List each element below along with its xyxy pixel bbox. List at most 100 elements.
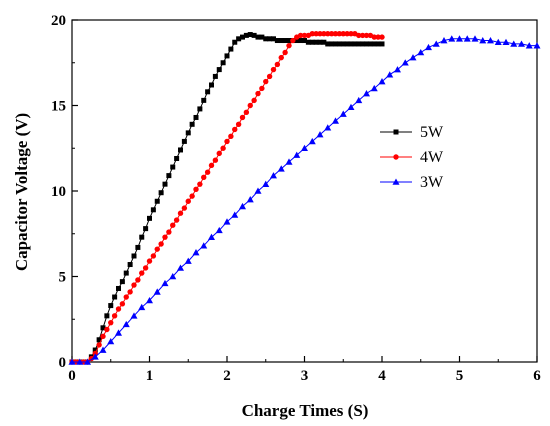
series-4w [69,30,385,365]
data-point-5w [251,32,257,38]
data-point-5w [143,226,149,232]
data-point-3w [277,165,285,172]
data-point-4w [201,174,207,181]
data-point-4w [212,157,219,163]
data-point-3w [394,66,401,73]
data-point-4w [181,205,188,211]
data-point-5w [375,41,381,47]
data-point-4w [282,49,288,56]
data-point-4w [158,241,164,247]
data-point-4w [359,32,366,39]
data-point-5w [282,38,288,44]
x-tick-label: 0 [68,368,76,384]
data-point-4w [135,277,141,283]
data-point-4w [131,282,137,288]
data-point-5w [162,181,168,187]
data-point-3w [378,78,386,85]
data-point-4w [104,326,110,333]
data-point-3w [246,196,254,203]
data-point-3w [525,42,533,49]
data-point-3w [285,158,293,165]
data-point-4w [111,313,118,319]
data-point-5w [259,34,265,40]
data-point-5w [255,34,261,40]
data-point-3w [239,202,246,210]
data-point-4w [348,30,354,37]
plot-frame [71,19,538,363]
data-point-5w [278,38,284,44]
x-tick-label: 3 [301,368,309,384]
data-point-3w [518,40,525,47]
y-tick-label: 20 [51,13,66,29]
data-point-3w [223,218,231,225]
data-point-3w [153,288,161,295]
data-point-5w [313,39,319,45]
legend-swatch-marker [393,154,399,160]
data-point-5w [325,41,331,47]
data-point-4w [216,150,222,157]
data-point-4w [243,109,250,116]
data-point-3w [339,110,347,117]
data-point-5w [166,173,172,179]
data-point-4w [274,61,281,68]
data-point-4w [185,198,191,204]
data-point-4w [204,169,211,175]
data-point-3w [401,59,409,66]
data-point-5w [123,270,129,276]
data-point-3w [76,358,84,365]
data-point-3w [448,35,456,42]
data-point-4w [224,138,230,145]
data-point-5w [298,38,304,44]
data-point-5w [96,337,102,343]
data-point-4w [123,294,129,300]
data-point-5w [154,198,160,204]
x-tick-label: 1 [146,368,154,384]
data-point-4w [127,289,133,295]
data-point-4w [379,34,385,40]
data-point-5w [232,39,238,45]
data-point-4w [356,32,362,39]
data-point-4w [363,32,370,39]
data-point-3w [432,40,440,47]
data-point-3w [487,37,494,44]
data-point-3w [84,358,91,365]
data-point-5w [263,36,269,42]
data-point-3w [262,180,270,187]
data-point-4w [232,126,238,133]
data-point-4w [146,258,153,264]
data-point-5w [309,39,315,45]
data-point-4w [340,30,346,37]
data-point-5w [224,53,230,59]
data-point-5w [364,41,369,47]
data-point-4w [328,30,335,37]
data-point-5w [305,39,311,45]
data-point-3w [293,151,301,158]
legend: 5W 4W 3W [380,124,444,191]
data-point-4w [162,234,168,240]
data-point-3w [115,329,122,336]
data-point-3w [425,43,432,51]
data-point-5w [174,156,180,162]
data-point-5w [356,41,362,47]
data-point-3w [386,71,394,78]
y-tick-label: 15 [51,99,66,115]
data-point-3w [471,35,479,42]
data-point-3w [533,42,541,49]
data-point-5w [189,121,195,127]
data-point-3w [107,337,115,345]
data-point-5w [119,279,125,285]
data-point-5w [158,190,164,196]
data-point-4w [150,253,157,259]
data-point-5w [185,130,191,136]
data-point-3w [409,54,417,61]
data-point-4w [177,210,184,216]
data-point-5w [294,38,300,44]
data-point-3w [417,48,425,56]
data-point-4w [197,181,203,187]
data-point-5w [329,41,335,47]
data-point-5w [193,114,199,120]
data-point-5w [360,41,366,47]
data-point-4w [317,30,323,37]
data-point-5w [367,41,373,47]
data-point-5w [317,39,323,45]
